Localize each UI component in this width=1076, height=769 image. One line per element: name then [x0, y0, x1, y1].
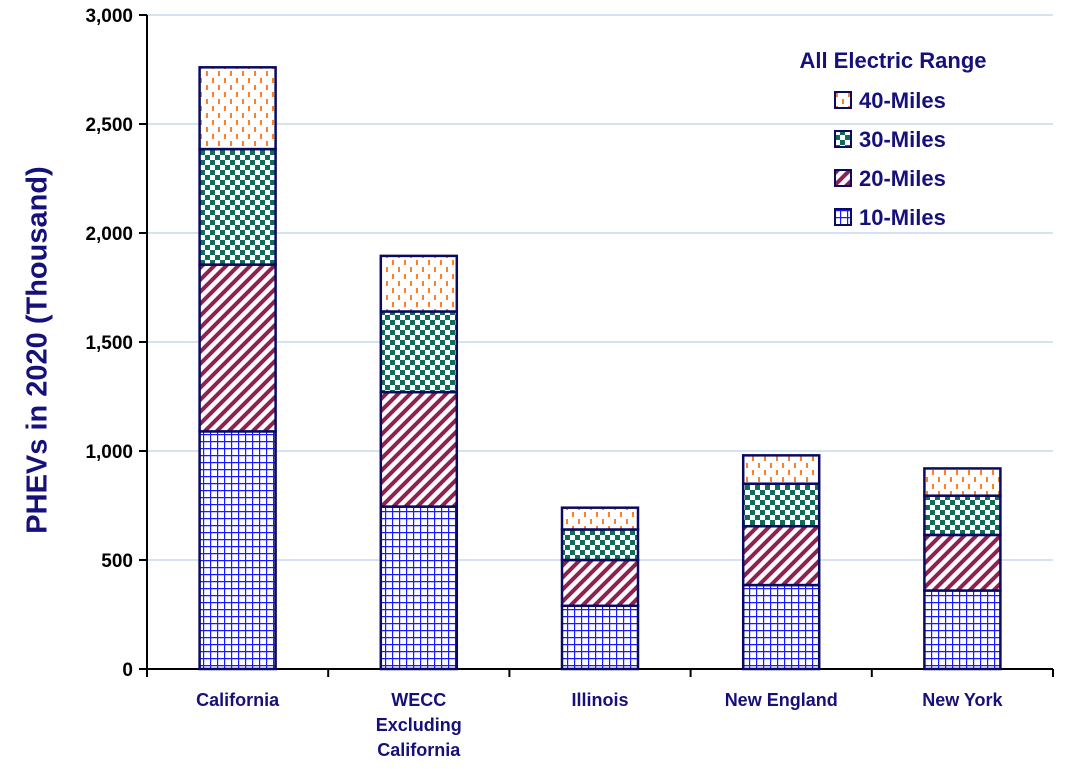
legend-label: 40-Miles — [859, 88, 946, 113]
bar-segment-40-miles — [198, 66, 277, 151]
y-tick-label: 2,000 — [85, 224, 133, 245]
y-tick-label: 3,000 — [85, 6, 133, 27]
x-tick-label: Illinois — [571, 690, 628, 710]
bar-segment-30-miles — [560, 528, 640, 562]
y-tick-label: 0 — [122, 660, 133, 681]
bar-segment-10-miles — [741, 583, 821, 671]
legend-title: All Electric Range — [799, 48, 986, 73]
bar-segment-20-miles — [560, 558, 640, 608]
legend-label: 10-Miles — [859, 205, 946, 230]
x-tick-label: California — [196, 690, 280, 710]
legend: All Electric Range 40-Miles 30-Miles 20-Mil… — [799, 48, 986, 230]
bar-segment-20-miles — [923, 533, 1002, 592]
bar-segment-20-miles — [379, 390, 459, 508]
bar-segment-30-miles — [923, 494, 1002, 537]
bars — [198, 66, 1002, 671]
y-tick-label: 1,500 — [85, 333, 133, 354]
y-tick-label: 500 — [101, 551, 133, 572]
bar-segment-40-miles — [923, 467, 1002, 497]
bar-segment-10-miles — [198, 430, 277, 671]
gridlines — [147, 14, 1053, 561]
legend-swatch-20-miles — [834, 169, 852, 187]
y-tick-label: 1,000 — [85, 442, 133, 463]
bar-segment-10-miles — [560, 604, 640, 671]
x-tick-label: WECC Excluding California — [376, 690, 462, 760]
legend-swatch-40-miles — [834, 91, 852, 109]
legend-swatch-30-miles — [834, 130, 852, 148]
bar-segment-30-miles — [741, 482, 821, 528]
bar-segment-30-miles — [198, 147, 277, 266]
x-tick-labels: California WECC Excluding California Illinoi… — [196, 690, 1003, 760]
bar-segment-40-miles — [379, 254, 459, 313]
x-tick-label: New England — [725, 690, 838, 710]
legend-label: 20-Miles — [859, 166, 946, 191]
bar-segment-20-miles — [741, 524, 821, 587]
bar-segment-40-miles — [560, 506, 640, 531]
bar-segment-10-miles — [923, 589, 1002, 671]
bar-segment-10-miles — [379, 505, 459, 671]
legend-label: 30-Miles — [859, 127, 946, 152]
x-tick-label: New York — [922, 690, 1003, 710]
bar-segment-30-miles — [379, 310, 459, 394]
y-tick-label: 2,500 — [85, 115, 133, 136]
legend-swatch-10-miles — [834, 208, 852, 226]
bar-segment-20-miles — [198, 263, 277, 433]
bar-segment-40-miles — [741, 454, 821, 485]
